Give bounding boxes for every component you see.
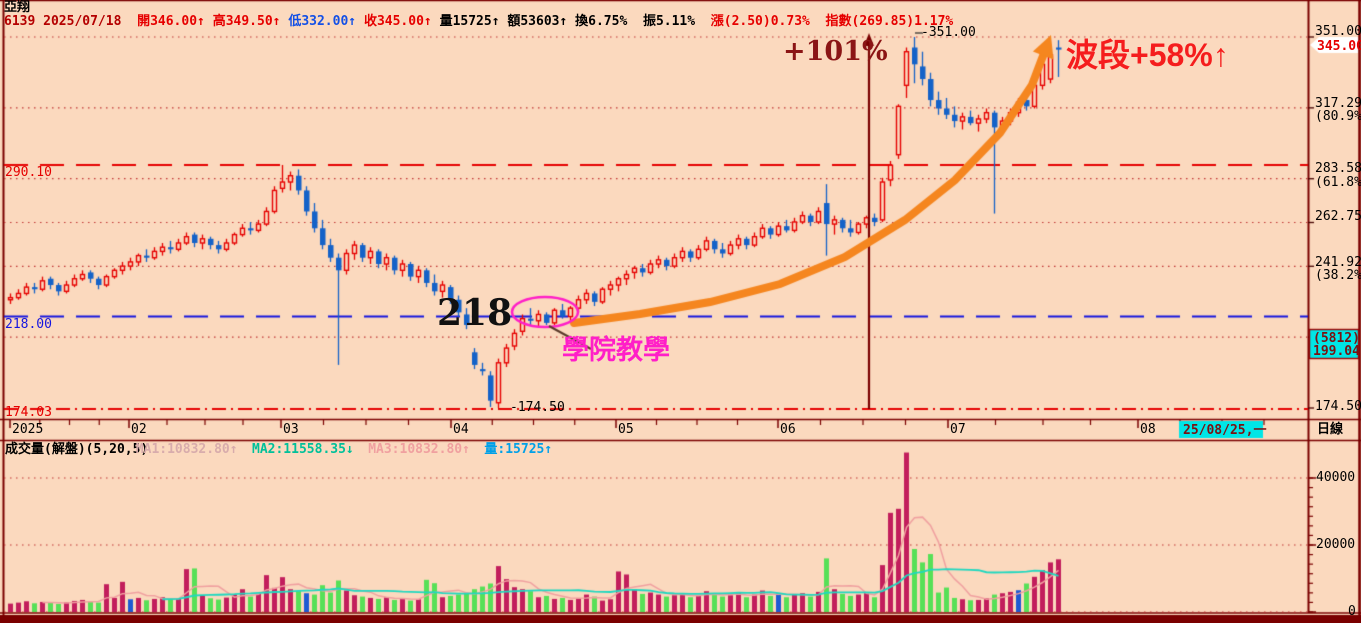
y-axis-label: 317.29 [1315, 96, 1361, 111]
y-axis-label: (61.8%) [1315, 175, 1361, 190]
quote-field: 換6.75% [575, 14, 643, 29]
quote-field: 開346.00↑ [137, 14, 213, 29]
x-axis-label: 05 [618, 422, 634, 437]
volume-header-field: MA1:10832.80↑ [135, 442, 246, 457]
x-axis-label: 04 [453, 422, 469, 437]
y-axis-label: 174.50 [1315, 399, 1361, 414]
quote-field: 指數(269.85)1.17% [825, 14, 962, 29]
quote-field: 6139 2025/07/18 [4, 14, 138, 29]
index-tag-line1: (5812) [1313, 331, 1360, 346]
x-axis-label: 02 [131, 422, 147, 437]
quote-field: 量15725↑ [439, 14, 508, 29]
volume-header-field: MA3:10832.80↑ [368, 442, 478, 457]
y-axis-label: 241.92 [1315, 255, 1361, 270]
volume-header-field: 成交量(解盤)(5,20,5) [5, 442, 157, 457]
x-axis-label: 08 [1140, 422, 1156, 437]
last-price-tag: 345.00 [1317, 39, 1361, 54]
y-axis-label: 283.58 [1315, 161, 1361, 176]
quote-field: 低332.00↑ [288, 14, 364, 29]
price-level-label: 218.00 [5, 317, 52, 332]
annotation-gain-101: +101% [783, 36, 888, 67]
y-axis-label: 262.75 [1315, 209, 1361, 224]
x-axis-label: 2025 [12, 422, 44, 437]
annotation-high-351: -351.00 [921, 25, 976, 40]
volume-axis-label: 40000 [1316, 470, 1356, 485]
annotation-218-level: 218 [437, 292, 513, 334]
price-level-label: 290.10 [5, 165, 52, 180]
quote-field: 額53603↑ [507, 14, 576, 29]
y-axis-label: 351.00 [1315, 24, 1361, 39]
y-axis-label: (80.9%) [1315, 109, 1361, 124]
volume-header-field: 量:15725↑ [484, 442, 553, 457]
quote-header: 6139 2025/07/18 開346.00↑ 高349.50↑ 低332.0… [4, 15, 961, 29]
date-axis-tag: 25/08/25,一 [1183, 423, 1267, 438]
annotation-school: 學院教學 [562, 335, 670, 365]
quote-field: 漲(2.50)0.73% [710, 14, 826, 29]
quote-field: 振5.11% [642, 14, 711, 29]
annotation-low-17450: -174.50 [510, 400, 565, 415]
x-axis-label: 06 [780, 422, 796, 437]
y-axis-label: (38.2%) [1315, 268, 1361, 283]
stock-name: 亞翔 [4, 0, 31, 15]
x-axis-label: 03 [283, 422, 299, 437]
index-tag-line2: 199.04 [1313, 344, 1360, 359]
period-label[interactable]: 日線 [1317, 422, 1344, 437]
quote-field: 收345.00↑ [363, 14, 440, 29]
volume-axis-label: 0 [1348, 604, 1356, 619]
volume-axis-label: 20000 [1316, 537, 1356, 552]
x-axis-label: 07 [950, 422, 966, 437]
price-level-label: 174.03 [5, 405, 52, 420]
quote-field: 高349.50↑ [212, 14, 289, 29]
volume-header-field: MA2:11558.35↓ [252, 442, 362, 457]
annotation-wave-58: 波段+58%↑ [1066, 37, 1229, 73]
